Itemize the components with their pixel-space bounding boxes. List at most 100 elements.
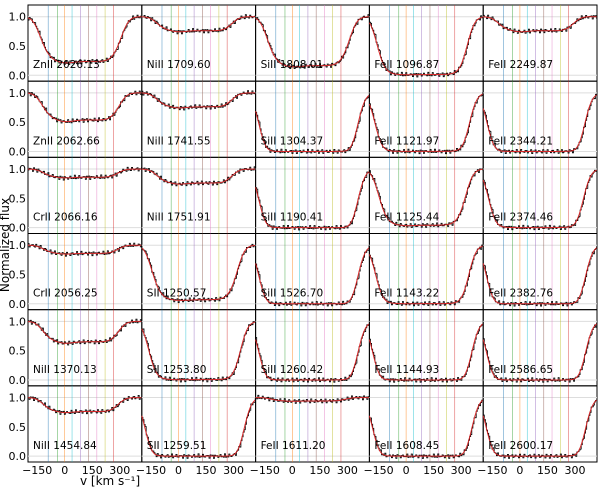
ion-line-label: SiII 1526.70 [261, 288, 324, 300]
ion-line-label: CrII 2056.25 [33, 288, 98, 300]
spectrum-panel: NiII 1751.91 [141, 156, 257, 234]
spectrum-panel: NiII 1709.60 [141, 4, 257, 82]
y-tick-label: 0.0 [9, 145, 27, 158]
observed-spectrum [28, 14, 142, 65]
model-profile [369, 168, 483, 227]
spectrum-panel: FeII 2344.21 [482, 80, 598, 158]
ion-line-label: CrII 2066.16 [33, 212, 98, 224]
observed-spectrum [28, 318, 142, 346]
observed-spectrum [483, 14, 597, 34]
spectrum-panel: FeII 1125.44 [368, 156, 484, 234]
model-profile [482, 169, 597, 229]
x-tick-label: 150 [423, 464, 444, 477]
spectrum-panel: SiII 1304.37 [255, 80, 370, 158]
model-profile [368, 16, 483, 76]
x-tick-label: 150 [196, 464, 217, 477]
model-profile [141, 321, 256, 381]
y-tick-label: 0.5 [9, 421, 27, 434]
model-profile [482, 94, 597, 152]
model-profile [141, 168, 256, 185]
spectrum-panel: FeII 1608.45 −150 0 150 300 [363, 385, 484, 477]
observed-spectrum [28, 90, 142, 124]
model-profile [482, 247, 597, 305]
y-tick-label: 1.0 [9, 392, 27, 405]
y-tick-label: 0.0 [9, 222, 27, 235]
ion-line-label: SiII 1808.01 [261, 59, 324, 71]
panel-grid: ZnII 2026.13 0.0 0.5 1.0 NiII 1709.60 SiII 18… [9, 4, 598, 477]
y-axis-label: Normalized flux [0, 198, 12, 292]
model-profile [368, 399, 484, 457]
model-profile [368, 245, 483, 305]
ion-line-label: FeII 1608.45 [374, 440, 439, 452]
ion-line-label: FeII 2374.46 [488, 212, 553, 224]
spectrum-panel: SiII 1260.42 [255, 309, 370, 387]
ion-line-label: SiII 1260.42 [261, 364, 324, 376]
ion-line-label: NiII 1370.13 [33, 364, 97, 376]
x-tick-label: 300 [109, 464, 130, 477]
ion-line-label: FeII 1143.22 [374, 288, 439, 300]
x-tick-label: −150 [477, 464, 507, 477]
observed-spectrum [483, 323, 597, 383]
x-axis-label: v [km s⁻¹] [80, 474, 140, 488]
model-profile [255, 397, 369, 402]
spectrum-panel: NiII 1370.13 0.0 0.5 1.0 [9, 309, 143, 387]
spectrum-panel: FeII 2374.46 [482, 156, 598, 234]
model-profile [28, 320, 142, 344]
ion-line-label: FeII 2600.17 [488, 440, 553, 452]
x-tick-label: 0 [403, 464, 410, 477]
y-tick-label: 0.5 [9, 269, 27, 282]
x-tick-label: −150 [136, 464, 166, 477]
ion-line-label: FeII 2382.76 [488, 288, 553, 300]
model-profile [255, 323, 370, 381]
y-tick-label: 1.0 [9, 315, 27, 328]
spectrum-panel: SiII 1526.70 [255, 233, 370, 311]
y-tick-label: 1.0 [9, 11, 27, 24]
spectrum-panel: NiII 1454.84 0.0 0.5 1.0 −150 0 150 300 [9, 385, 143, 477]
x-tick-label: 300 [451, 464, 472, 477]
x-tick-label: −150 [363, 464, 393, 477]
spectrum-panel: SiII 1190.41 [255, 156, 370, 234]
spectrum-panel: SII 1250.57 [141, 233, 257, 311]
x-tick-label: 300 [337, 464, 358, 477]
x-tick-label: 0 [175, 464, 182, 477]
observed-spectrum [369, 168, 484, 228]
model-profile [141, 16, 256, 33]
x-tick-label: 0 [289, 464, 296, 477]
panel-frame [482, 385, 598, 463]
ion-line-label: FeII 2344.21 [488, 135, 553, 147]
ion-line-label: NiII 1741.55 [147, 135, 211, 147]
spectrum-panel: SiII 1808.01 [255, 4, 370, 82]
spectrum-panel: SII 1259.51 −150 0 150 300 [136, 385, 257, 477]
y-tick-label: 0.5 [9, 345, 27, 358]
observed-spectrum [483, 246, 597, 307]
ion-line-label: SiII 1304.37 [261, 135, 324, 147]
y-tick-label: 0.0 [9, 450, 27, 463]
ion-line-label: SII 1253.80 [147, 364, 207, 376]
model-profile [27, 92, 142, 123]
y-tick-label: 0.0 [9, 298, 27, 311]
model-profile [483, 16, 597, 33]
spectrum-panel: FeII 1096.87 [368, 4, 484, 82]
model-profile [141, 399, 256, 457]
model-profile [28, 244, 142, 255]
ion-line-label: NiII 1454.84 [33, 440, 97, 452]
x-tick-label: 150 [82, 464, 103, 477]
x-tick-label: 300 [223, 464, 244, 477]
spectrum-panel: FeII 1144.93 [368, 309, 484, 387]
y-tick-label: 1.0 [9, 239, 27, 252]
spectrum-panel: NiII 1741.55 [141, 80, 257, 158]
model-profile [482, 399, 597, 457]
model-profile [482, 323, 597, 381]
ion-line-label: FeII 1125.44 [374, 212, 439, 224]
ion-line-label: ZnII 2062.66 [33, 135, 100, 147]
observed-spectrum [141, 398, 256, 459]
spectrum-panel: FeII 1121.97 [368, 80, 484, 158]
spectrum-panel: FeII 1611.20 −150 0 150 300 [250, 385, 370, 477]
observed-spectrum [369, 92, 484, 155]
ion-line-label: SII 1250.57 [147, 288, 207, 300]
spectrum-panel: ZnII 2062.66 0.0 0.5 1.0 [9, 80, 143, 158]
ion-line-label: FeII 1096.87 [374, 59, 439, 71]
spectrum-panel: ZnII 2026.13 0.0 0.5 1.0 [9, 4, 143, 82]
model-profile [27, 16, 142, 64]
